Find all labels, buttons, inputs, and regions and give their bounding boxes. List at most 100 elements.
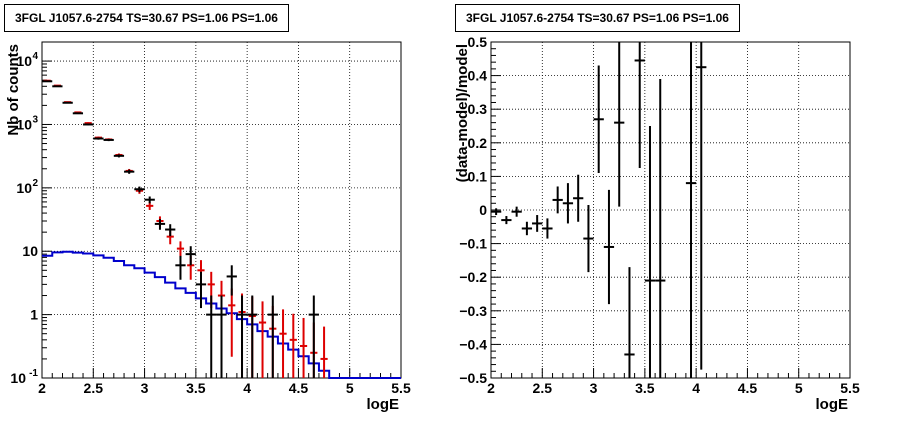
background-model-histogram <box>42 250 401 379</box>
x-tick-label: 4 <box>243 380 251 396</box>
x-tick-label: 5 <box>795 380 803 396</box>
x-tick-label: 2.5 <box>84 380 104 396</box>
model-point <box>176 241 185 259</box>
model-point <box>289 313 297 378</box>
x-tick-label: 5.5 <box>840 380 860 396</box>
residual-point <box>685 42 697 378</box>
model-point <box>320 326 328 378</box>
residual-point <box>644 126 656 378</box>
data-point <box>93 137 104 140</box>
y-tick-label: 0.3 <box>468 101 488 117</box>
y-tick-label: 0 <box>479 202 487 218</box>
x-tick-label: 3 <box>141 380 149 396</box>
residual-point <box>521 221 533 236</box>
data-point <box>267 295 278 378</box>
residual-point <box>491 208 502 216</box>
y-axis-label: (data-model)/model <box>454 44 471 182</box>
x-tick-label: 4.5 <box>738 380 758 396</box>
x-axis-label: logE <box>816 396 849 413</box>
data-point <box>154 219 166 230</box>
residual-series <box>491 42 707 378</box>
y-axis-label: Nb of counts <box>5 44 22 136</box>
x-tick-label: 3.5 <box>635 380 655 396</box>
y-tick-label: 1 <box>30 307 38 323</box>
residual-point <box>532 215 543 232</box>
data-point <box>134 186 145 193</box>
data-point <box>236 295 248 378</box>
y-tick-exponent: 2 <box>32 178 38 189</box>
data-point <box>195 271 207 309</box>
residual-point <box>573 174 584 222</box>
y-tick-exponent: 3 <box>32 114 38 125</box>
model-point <box>258 301 267 378</box>
model-point <box>279 309 287 378</box>
residual-point <box>542 218 553 239</box>
y-tick-label: 0.2 <box>468 135 488 151</box>
residual-point <box>593 65 604 174</box>
data-point <box>42 80 53 83</box>
data-point <box>308 295 319 378</box>
plot-frame <box>490 41 851 379</box>
counts-pad: 2 2.5 3 3.5 4 4.5 5 5.5 logE 10 -1 1 10 10 2 10 3 10 4 Nb o… <box>4 4 411 413</box>
residual-point <box>655 78 666 378</box>
residual-point <box>562 183 574 224</box>
data-point <box>216 295 227 378</box>
data-point <box>165 224 176 237</box>
data-point <box>124 169 135 174</box>
data-point <box>144 196 155 204</box>
x-axis-label: logE <box>367 396 400 413</box>
y-tick-label: 0.4 <box>468 68 488 84</box>
y-tick-label: 10 <box>16 180 32 196</box>
data-point <box>103 138 114 142</box>
x-tick-label: 2 <box>487 380 495 396</box>
y-tick-label: −0.4 <box>459 336 487 352</box>
y-tick-label: −0.5 <box>459 370 487 386</box>
x-tick-label: 3 <box>590 380 598 396</box>
y-tick-exponent: 4 <box>32 51 38 62</box>
y-tick-label: 10 <box>16 53 32 69</box>
y-tick-label: 10 <box>16 116 32 132</box>
y-tick-label: −0.3 <box>459 303 487 319</box>
data-point <box>72 112 84 115</box>
residual-point <box>511 206 522 217</box>
residuals-pad: 2 2.5 3 3.5 4 4.5 5 5.5 logE −0.5 −0.4 −0.3 −0.2 −0.1… <box>449 0 898 421</box>
residuals-chart-title: 3FGL J1057.6-2754 TS=30.67 PS=1.06 PS=1.… <box>455 4 740 32</box>
model-point <box>299 317 308 378</box>
residual-point <box>624 267 635 378</box>
x-tick-label: 2.5 <box>533 380 553 396</box>
model-point <box>228 288 236 357</box>
data-point <box>52 85 63 88</box>
y-tick-label: 10 <box>10 370 26 386</box>
data-point <box>175 255 186 280</box>
x-tick-label: 2 <box>38 380 46 396</box>
model-point <box>146 202 154 210</box>
data-point <box>185 246 196 266</box>
data-point <box>62 101 73 104</box>
residual-point <box>634 42 645 168</box>
data-point <box>247 295 258 378</box>
data-point <box>206 295 217 378</box>
data-point <box>113 154 125 158</box>
y-tick-label: 0.1 <box>468 168 488 184</box>
residual-point <box>614 42 625 207</box>
counts-chart-title: 3FGL J1057.6-2754 TS=30.67 PS=1.06 PS=1.… <box>4 4 289 32</box>
y-tick-label: −0.2 <box>459 269 487 285</box>
y-tick-label: −0.1 <box>459 236 487 252</box>
residual-point <box>552 186 563 214</box>
y-tick-label: 10 <box>22 243 38 259</box>
y-tick-label: 0.5 <box>468 34 488 50</box>
residual-point <box>696 42 707 370</box>
residual-point <box>583 204 594 273</box>
x-tick-label: 3.5 <box>186 380 206 396</box>
data-point <box>83 123 94 126</box>
x-tick-label: 4 <box>692 380 700 396</box>
data-series <box>42 80 319 378</box>
residual-point <box>603 189 615 305</box>
data-point <box>226 265 237 296</box>
x-tick-label: 5.5 <box>391 380 411 396</box>
x-tick-label: 5 <box>346 380 354 396</box>
x-tick-label: 4.5 <box>289 380 309 396</box>
y-tick-exponent: -1 <box>29 368 38 379</box>
